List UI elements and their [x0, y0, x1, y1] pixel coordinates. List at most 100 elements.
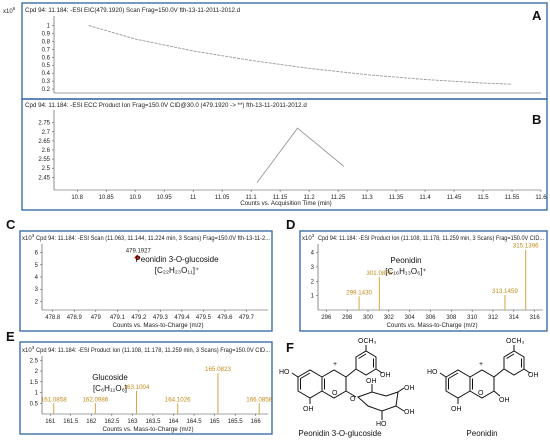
- y-tick-label: 6: [35, 251, 39, 257]
- y-tick-label: 1: [35, 391, 39, 397]
- atom-oh-a-right: OH: [451, 406, 462, 413]
- y-tick-label: 0.6: [42, 55, 51, 61]
- y-tick-label: 0.2: [42, 87, 51, 93]
- x-tick-label: 310: [467, 315, 478, 321]
- y-tick-label: 2.6: [42, 148, 51, 154]
- glucose-oh-bonds: [372, 384, 404, 420]
- y-tick-label: 2: [35, 369, 39, 375]
- bond-to-b-ring-right: [494, 369, 504, 377]
- x-tick-label: 478.9: [67, 315, 83, 321]
- structure-peonidin-3-o-glucoside: O + OCH₃ OH HO OH O OH OH HO OH: [279, 338, 415, 428]
- atom-oh-glc-1: OH: [404, 385, 415, 392]
- y-tick-label: 2.55: [38, 157, 50, 163]
- x-tick-label: 308: [446, 315, 457, 321]
- ring-a-double-bonds: [301, 373, 325, 390]
- panel-e-formula: [C₆H₁₁O₆]: [93, 384, 127, 393]
- y-tick-label: 4: [35, 275, 39, 281]
- panel-c-scale: x103: [22, 233, 35, 242]
- atom-plus-right: +: [479, 361, 483, 368]
- y-tick-label: 0.9: [42, 31, 51, 37]
- x-tick-label: 479.1: [110, 315, 126, 321]
- panel-e: E Cpd 94: 11.184: -ESI Product Ion (11.1…: [6, 329, 273, 434]
- glucose-ring: [358, 392, 398, 411]
- x-tick-label: 165: [210, 419, 221, 425]
- atom-ho-a-right: HO: [427, 369, 438, 376]
- panel-b-xlabel: Counts vs. Acquisition Time (min): [240, 200, 331, 207]
- atom-ho-a-left: HO: [279, 369, 290, 376]
- series-ecc-line: [257, 128, 344, 183]
- panel-e-compound: Glucoside: [92, 373, 128, 382]
- panel-a-scale: x106: [3, 6, 16, 15]
- y-tick-label: 2.7: [42, 130, 51, 136]
- x-tick-label: 164.5: [187, 419, 203, 425]
- x-tick-label: 300: [363, 315, 374, 321]
- peak-label: 315.1396: [513, 243, 539, 250]
- x-tick-label: 163.5: [145, 419, 161, 425]
- y-tick-label: 0.5: [30, 401, 39, 407]
- structure-peonidin: + O OCH₃ OH HO OH OH: [427, 338, 539, 413]
- panel-d-scale: x103: [302, 233, 315, 242]
- x-tick-label: 162.5: [104, 419, 120, 425]
- atom-o-ring-right: O: [478, 390, 484, 397]
- panel-f-letter: F: [286, 340, 294, 355]
- ring-b-double-bonds: [359, 354, 374, 368]
- caption-peonidin: Peonidin: [466, 429, 497, 438]
- peak-label: 162.0986: [82, 396, 108, 403]
- peak-label: 164.1026: [165, 396, 191, 403]
- x-tick-label: 10.8: [71, 195, 83, 201]
- y-tick-label: 1: [47, 24, 51, 30]
- peak-label: 161.0858: [41, 396, 67, 403]
- x-tick-label: 162: [86, 419, 97, 425]
- panel-b-title: Cpd 94: 11.184: -ESI ECC Product Ion Fra…: [25, 102, 307, 109]
- y-tick-label: 1: [311, 294, 315, 300]
- x-tick-label: 11.55: [505, 195, 520, 201]
- ring-a: [298, 370, 322, 398]
- panel-d-formula: [C₁₆H₁₃O₆]⁺: [385, 267, 427, 276]
- precursor-label: 479.1927: [126, 248, 152, 254]
- y-tick-label: 2: [35, 299, 39, 305]
- y-tick-label: 0.4: [42, 71, 51, 77]
- atom-plus-left: +: [333, 361, 337, 368]
- x-tick-label: 165.5: [228, 419, 244, 425]
- x-tick-label: 11.4: [419, 195, 431, 201]
- x-tick-label: 163: [127, 419, 138, 425]
- peak-label: 166.0858: [246, 396, 272, 403]
- x-tick-label: 11.45: [447, 195, 462, 201]
- bond-to-b-ring: [346, 369, 356, 377]
- atom-oh-b-left: OH: [380, 372, 391, 379]
- panel-e-title: Cpd 94: 11.184: -ESI Product Ion (11.108…: [36, 347, 270, 354]
- x-tick-label: 296: [321, 315, 332, 321]
- x-tick-label: 479.6: [217, 315, 233, 321]
- atom-och3-right: OCH₃: [506, 338, 525, 345]
- ring-a-right-double-bonds: [449, 373, 473, 390]
- panel-e-letter: E: [6, 329, 15, 344]
- x-tick-label: 164: [168, 419, 179, 425]
- x-tick-label: 166: [251, 419, 262, 425]
- y-tick-label: 2.75: [38, 121, 50, 127]
- atom-oh-3-right: OH: [499, 397, 510, 404]
- atom-oh-a-left: OH: [303, 406, 314, 413]
- x-tick-label: 316: [530, 315, 541, 321]
- y-tick-label: 2.45: [38, 175, 50, 181]
- x-tick-label: 11.3: [361, 195, 373, 201]
- x-tick-label: 312: [488, 315, 499, 321]
- panel-c-compound: Peonidin 3-O-glucoside: [135, 255, 219, 264]
- x-tick-label: 306: [425, 315, 436, 321]
- atom-o-glyco: O: [350, 396, 356, 403]
- y-tick-label: 2.65: [38, 139, 50, 145]
- x-tick-label: 479: [91, 315, 102, 321]
- x-tick-label: 161.5: [63, 419, 79, 425]
- panel-c: C Cpd 94: 11.184: -ESI Scan (11.063, 11.…: [6, 217, 272, 331]
- atom-oh-glc-2: OH: [404, 409, 415, 416]
- panel-c-letter: C: [6, 217, 16, 232]
- x-tick-label: 479.5: [196, 315, 212, 321]
- panel-a-frame: [22, 3, 547, 99]
- x-tick-label: 11.05: [215, 195, 230, 201]
- x-tick-label: 304: [405, 315, 416, 321]
- y-tick-label: 2: [311, 279, 315, 285]
- x-tick-label: 161: [45, 419, 56, 425]
